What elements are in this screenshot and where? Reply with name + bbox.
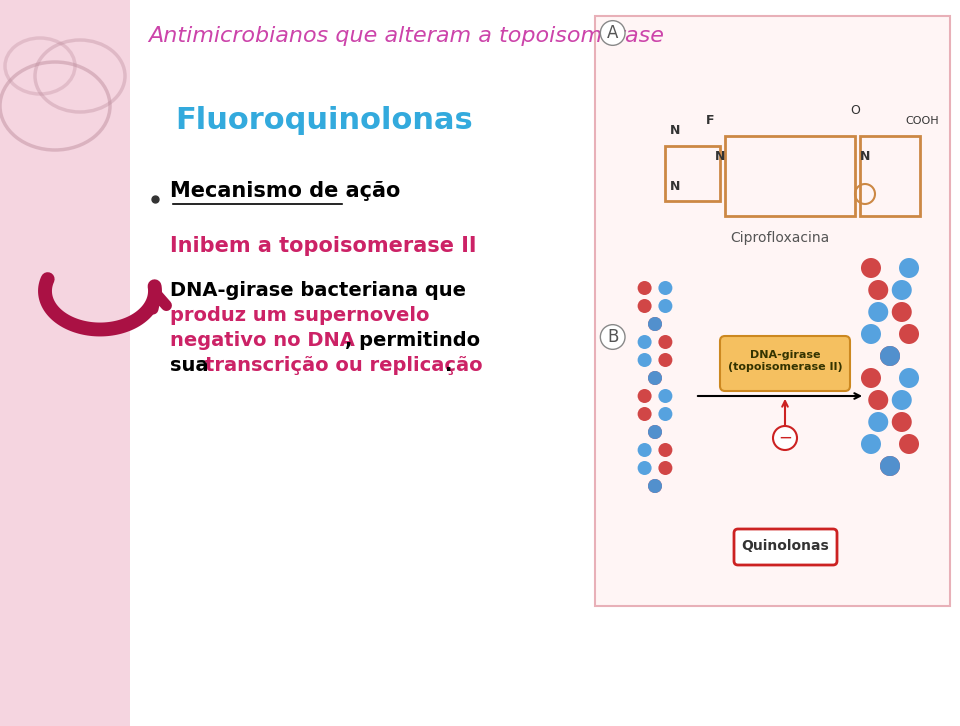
- Text: DNA-girase
(topoisomerase II): DNA-girase (topoisomerase II): [728, 350, 842, 372]
- FancyBboxPatch shape: [0, 0, 130, 726]
- Circle shape: [880, 346, 900, 366]
- Circle shape: [868, 302, 888, 322]
- FancyBboxPatch shape: [734, 529, 837, 565]
- Circle shape: [868, 390, 888, 410]
- Circle shape: [659, 389, 672, 403]
- Circle shape: [648, 317, 662, 331]
- Circle shape: [659, 353, 672, 367]
- Text: sua: sua: [170, 356, 215, 375]
- Circle shape: [892, 390, 912, 410]
- FancyBboxPatch shape: [595, 16, 950, 606]
- Circle shape: [648, 317, 662, 331]
- Circle shape: [899, 434, 919, 454]
- Circle shape: [637, 461, 652, 475]
- Text: A: A: [607, 24, 618, 42]
- Circle shape: [637, 335, 652, 349]
- Circle shape: [861, 368, 881, 388]
- Circle shape: [868, 280, 888, 300]
- Text: B: B: [607, 328, 618, 346]
- Circle shape: [659, 461, 672, 475]
- Text: N: N: [860, 150, 870, 163]
- Circle shape: [659, 443, 672, 457]
- Circle shape: [659, 281, 672, 295]
- Circle shape: [637, 299, 652, 313]
- FancyBboxPatch shape: [720, 336, 850, 391]
- Circle shape: [648, 425, 662, 439]
- Circle shape: [880, 456, 900, 476]
- Circle shape: [637, 389, 652, 403]
- Circle shape: [648, 371, 662, 385]
- Text: Antimicrobianos que alteram a topoisomerase: Antimicrobianos que alteram a topoisomer…: [148, 26, 664, 46]
- Text: N: N: [670, 179, 681, 192]
- Circle shape: [637, 353, 652, 367]
- Text: .: .: [445, 356, 452, 375]
- Text: produz um supernovelo: produz um supernovelo: [170, 306, 429, 325]
- Circle shape: [892, 280, 912, 300]
- Circle shape: [659, 335, 672, 349]
- Circle shape: [637, 281, 652, 295]
- Circle shape: [868, 412, 888, 432]
- Text: F: F: [706, 115, 714, 128]
- Text: N: N: [715, 150, 725, 163]
- Text: −: −: [778, 429, 792, 447]
- Text: COOH: COOH: [905, 116, 939, 126]
- Circle shape: [648, 479, 662, 493]
- Circle shape: [899, 258, 919, 278]
- Text: Ciprofloxacina: Ciprofloxacina: [731, 231, 829, 245]
- Circle shape: [659, 299, 672, 313]
- Circle shape: [648, 371, 662, 385]
- Text: , permitindo: , permitindo: [345, 331, 480, 350]
- Circle shape: [648, 479, 662, 493]
- Circle shape: [880, 346, 900, 366]
- Circle shape: [899, 368, 919, 388]
- Text: DNA-girase bacteriana que: DNA-girase bacteriana que: [170, 281, 466, 300]
- Text: negativo no DNA: negativo no DNA: [170, 331, 355, 350]
- Circle shape: [637, 443, 652, 457]
- Text: Inibem a topoisomerase II: Inibem a topoisomerase II: [170, 236, 476, 256]
- Circle shape: [648, 425, 662, 439]
- Text: O: O: [850, 105, 860, 118]
- Text: Quinolonas: Quinolonas: [741, 539, 828, 553]
- Circle shape: [861, 324, 881, 344]
- Circle shape: [892, 302, 912, 322]
- Circle shape: [880, 456, 900, 476]
- Circle shape: [899, 324, 919, 344]
- Circle shape: [892, 412, 912, 432]
- Text: Mecanismo de ação: Mecanismo de ação: [170, 181, 400, 201]
- Circle shape: [861, 434, 881, 454]
- Circle shape: [861, 258, 881, 278]
- Text: transcrição ou replicação: transcrição ou replicação: [205, 356, 483, 375]
- Text: N: N: [670, 124, 681, 137]
- Text: Fluoroquinolonas: Fluoroquinolonas: [175, 106, 472, 135]
- Circle shape: [637, 407, 652, 421]
- Circle shape: [659, 407, 672, 421]
- Circle shape: [773, 426, 797, 450]
